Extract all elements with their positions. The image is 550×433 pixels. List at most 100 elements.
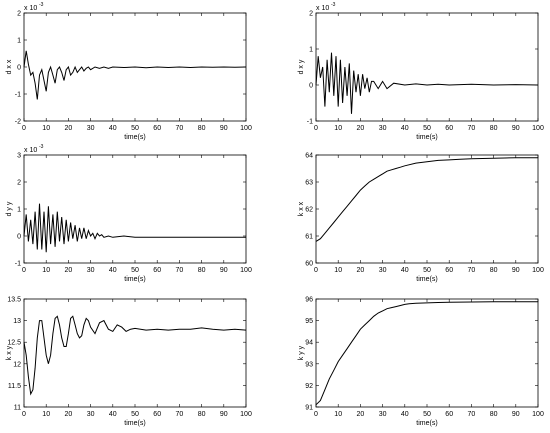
x-tick-label: 30	[379, 411, 387, 418]
y-tick-label: 11.5	[8, 383, 21, 390]
x-tick-label: 10	[334, 125, 342, 132]
x-tick-label: 20	[357, 411, 365, 418]
x-tick-label: 40	[401, 267, 409, 274]
y-tick-label: 64	[305, 153, 313, 160]
x-tick-label: 20	[65, 411, 73, 418]
subplot-1: 0 10 20 30 40 50 60 70 80 90 100 -2 -1 0 1 2 time(s) d x …	[6, 2, 252, 141]
x-tick-label: 40	[109, 411, 117, 418]
x-tick-label: 80	[490, 267, 498, 274]
x-tick-label: 90	[512, 267, 520, 274]
y-multiplier-exponent: -3	[39, 144, 44, 150]
y-tick-label: 96	[305, 297, 313, 304]
x-tick-label: 0	[22, 411, 26, 418]
x-tick-label: 60	[153, 267, 161, 274]
x-tick-label: 50	[131, 411, 139, 418]
y-tick-label: 94	[305, 340, 313, 347]
series-line	[23, 315, 247, 396]
x-tick-label: 30	[87, 411, 95, 418]
x-tick-label: 90	[220, 411, 228, 418]
x-tick-label: 100	[532, 125, 544, 132]
x-tick-label: 70	[468, 267, 476, 274]
x-tick-label: 20	[357, 125, 365, 132]
y-tick-label: -2	[15, 119, 21, 126]
x-axis-label: time(s)	[124, 134, 145, 141]
x-tick-label: 10	[42, 411, 50, 418]
x-tick-label: 70	[176, 411, 184, 418]
x-axis-label: time(s)	[416, 276, 437, 283]
x-tick-label: 30	[87, 267, 95, 274]
y-tick-label: 1	[309, 47, 313, 54]
y-tick-label: 12.5	[7, 340, 21, 347]
x-tick-label: 10	[42, 267, 50, 274]
x-tick-label: 100	[240, 267, 252, 274]
y-tick-label: 3	[17, 153, 21, 160]
y-tick-label: -1	[15, 261, 21, 268]
y-tick-label: 95	[305, 318, 313, 325]
x-tick-label: 0	[22, 125, 26, 132]
y-tick-label: 93	[305, 361, 313, 368]
y-tick-label: 2	[309, 11, 313, 18]
y-tick-label: -1	[307, 119, 313, 126]
x-tick-label: 100	[532, 411, 544, 418]
y-tick-label: 2	[17, 11, 21, 18]
y-tick-label: 0	[17, 65, 21, 72]
y-tick-label: 91	[305, 405, 313, 412]
axes-frame	[315, 154, 539, 264]
x-axis-label: time(s)	[416, 420, 437, 427]
subplot-4: 0 10 20 30 40 50 60 70 80 90 100 60 61 62 63 64 time(s) k…	[298, 153, 544, 284]
x-tick-label: 50	[131, 267, 139, 274]
axes-frame	[23, 298, 247, 408]
x-tick-label: 40	[401, 125, 409, 132]
x-tick-label: 70	[176, 267, 184, 274]
y-multiplier-exponent: -3	[331, 2, 336, 8]
x-tick-label: 30	[87, 125, 95, 132]
x-tick-label: 60	[445, 411, 453, 418]
x-tick-label: 50	[423, 267, 431, 274]
series-line	[315, 52, 539, 114]
y-tick-label: -1	[15, 92, 21, 99]
y-tick-label: 13.5	[7, 297, 21, 304]
series-line	[315, 301, 538, 406]
x-tick-label: 60	[445, 267, 453, 274]
x-tick-label: 60	[153, 125, 161, 132]
y-axis-label: d x y	[298, 59, 305, 74]
x-tick-label: 60	[153, 411, 161, 418]
y-multiplier-label: x 10	[316, 5, 329, 12]
x-tick-label: 30	[379, 267, 387, 274]
x-tick-label: 50	[423, 411, 431, 418]
y-tick-label: 1	[17, 207, 21, 214]
x-tick-label: 80	[490, 411, 498, 418]
y-axis-label: k x y	[6, 345, 13, 360]
y-axis-label: d x x	[6, 59, 13, 74]
y-tick-label: 13	[13, 318, 21, 325]
y-multiplier-label: x 10	[24, 147, 37, 154]
y-tick-label: 60	[305, 261, 313, 268]
x-tick-label: 90	[220, 267, 228, 274]
x-tick-label: 0	[314, 267, 318, 274]
y-axis-label: d y y	[6, 201, 13, 216]
y-tick-label: 12	[13, 361, 21, 368]
axes-frame	[315, 298, 539, 408]
x-tick-label: 80	[198, 125, 206, 132]
x-tick-label: 100	[240, 125, 252, 132]
x-tick-label: 10	[42, 125, 50, 132]
x-tick-label: 80	[198, 267, 206, 274]
x-tick-label: 50	[423, 125, 431, 132]
x-tick-label: 50	[131, 125, 139, 132]
y-tick-label: 0	[309, 83, 313, 90]
y-tick-label: 11	[14, 405, 21, 412]
series-line	[23, 50, 247, 100]
y-tick-label: 0	[17, 234, 21, 241]
x-axis-label: time(s)	[124, 276, 145, 283]
x-tick-label: 10	[334, 411, 342, 418]
x-tick-label: 90	[512, 411, 520, 418]
x-tick-label: 0	[314, 411, 318, 418]
y-tick-label: 2	[17, 180, 21, 187]
x-axis-label: time(s)	[416, 134, 437, 141]
x-tick-label: 0	[22, 267, 26, 274]
y-multiplier-exponent: -3	[39, 2, 44, 8]
x-tick-label: 40	[109, 267, 117, 274]
